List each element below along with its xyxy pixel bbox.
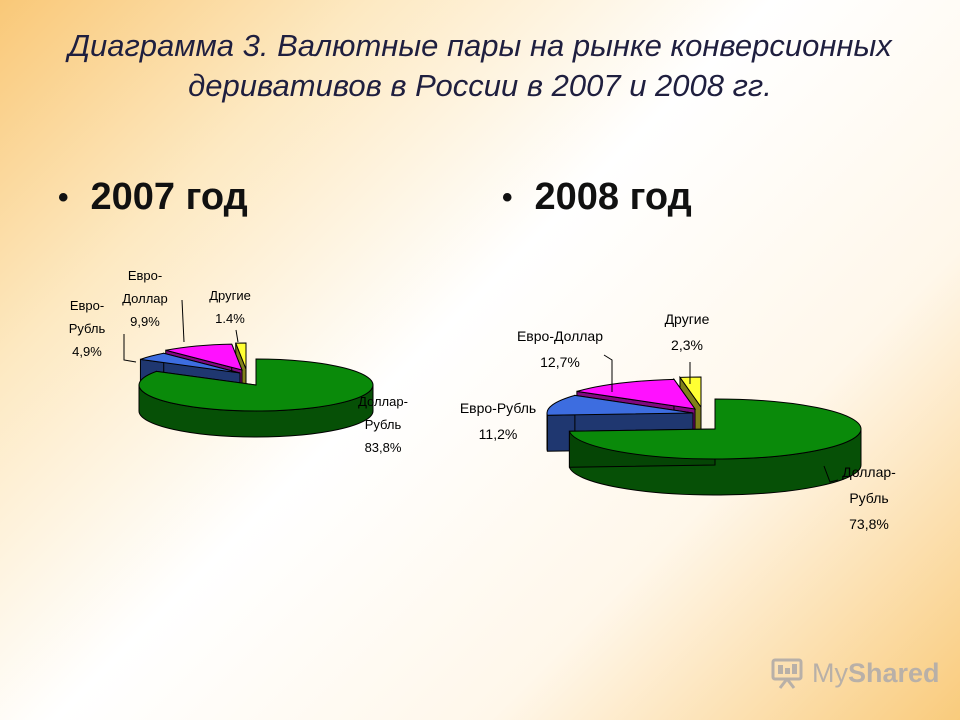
presentation-icon xyxy=(771,658,803,689)
pie-leader-line xyxy=(823,465,839,483)
pie-label-line: 12,7% xyxy=(540,354,580,370)
pie-label-line: Доллар- xyxy=(358,394,408,409)
pie-label-line: Евро- xyxy=(70,298,104,313)
myshared-logo: MyShared xyxy=(770,656,940,690)
pie-label-1-1: Евро-Рубль 11,2% xyxy=(460,400,536,442)
chart-2008-title: 2008 год xyxy=(534,176,692,218)
pie-slice-1-0 xyxy=(568,398,862,496)
pie-label-line: 73,8% xyxy=(849,516,889,532)
pie-label-1-0: Доллар- Рубль 73,8% xyxy=(842,464,896,532)
pie-slice-0-0 xyxy=(138,358,374,438)
pie-slice-top xyxy=(568,398,862,460)
pie-leader-line xyxy=(603,354,613,392)
pie-chart-2008: Доллар- Рубль 73,8% Евро-Рубль 11,2% Евро-Дол… xyxy=(460,311,896,532)
logo-shared: Shared xyxy=(848,657,940,688)
pie-label-line: Доллар xyxy=(122,291,168,306)
pie-label-line: 83,8% xyxy=(365,440,402,455)
pie-leader-line xyxy=(123,334,137,363)
pie-label-line: Рубль xyxy=(849,490,888,506)
pie-slice-top xyxy=(140,352,241,374)
pie-leader-line xyxy=(181,299,185,343)
pie-slice-top xyxy=(165,343,243,371)
chart-2007-title: 2007 год xyxy=(90,176,248,218)
pie-label-line: Евро-Рубль xyxy=(460,400,536,416)
chart-2007-heading: • 2007 год xyxy=(58,176,248,219)
pie-label-line: 9,9% xyxy=(130,314,160,329)
pie-slice-top xyxy=(576,378,697,410)
pie-label-line: Рубль xyxy=(365,417,402,432)
pie-chart-2007: Доллар- Рубль 83,8% Евро- Рубль 4,9% Евро- Долл… xyxy=(69,268,408,455)
pie-slice-top xyxy=(138,358,374,412)
pie-label-line: Другие xyxy=(665,311,710,327)
chart-2008-heading: • 2008 год xyxy=(502,176,692,219)
pie-label-line: 2,3% xyxy=(671,337,703,353)
pie-label-1-2: Евро-Доллар 12,7% xyxy=(517,328,603,370)
pie-label-0-1: Евро- Рубль 4,9% xyxy=(69,298,106,359)
pie-label-line: Евро-Доллар xyxy=(517,328,603,344)
bullet-icon: • xyxy=(58,180,69,214)
pie-label-line: Рубль xyxy=(69,321,106,336)
bullet-icon: • xyxy=(502,180,513,214)
pie-label-0-0: Доллар- Рубль 83,8% xyxy=(358,394,408,455)
pie-label-line: 1.4% xyxy=(215,311,245,326)
chart-title: Диаграмма 3. Валютные пары на рынке конв… xyxy=(68,28,892,103)
pie-label-line: 11,2% xyxy=(479,426,518,442)
pie-slice-top xyxy=(234,342,247,370)
pie-label-0-3: Другие 1.4% xyxy=(209,288,251,326)
pie-leader-line xyxy=(235,329,239,343)
pie-label-line: Евро- xyxy=(128,268,162,283)
pie-label-1-3: Другие 2,3% xyxy=(665,311,710,353)
pie-label-0-2: Евро- Доллар 9,9% xyxy=(122,268,168,329)
pie-label-line: Доллар- xyxy=(842,464,896,480)
pie-slice-top xyxy=(546,394,694,416)
pie-label-line: Другие xyxy=(209,288,251,303)
logo-my: My xyxy=(812,657,848,688)
pie-label-line: 4,9% xyxy=(72,344,102,359)
